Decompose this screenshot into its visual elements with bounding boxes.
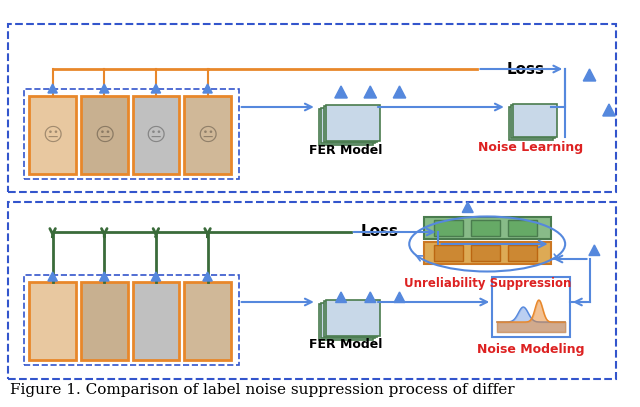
FancyBboxPatch shape [513, 104, 557, 137]
Polygon shape [364, 86, 376, 98]
FancyBboxPatch shape [321, 107, 375, 143]
FancyBboxPatch shape [324, 301, 378, 337]
FancyBboxPatch shape [184, 282, 231, 360]
Polygon shape [365, 292, 376, 302]
Text: 😐: 😐 [146, 125, 166, 144]
FancyBboxPatch shape [324, 106, 378, 142]
FancyBboxPatch shape [492, 277, 570, 337]
Polygon shape [335, 86, 348, 98]
FancyBboxPatch shape [326, 105, 380, 141]
Text: Loss: Loss [360, 225, 399, 239]
Polygon shape [583, 69, 596, 81]
FancyBboxPatch shape [470, 220, 500, 236]
Text: Unreliability Suppression: Unreliability Suppression [403, 278, 571, 291]
FancyBboxPatch shape [434, 220, 463, 236]
Polygon shape [48, 272, 58, 281]
Text: 😐: 😐 [42, 125, 63, 144]
Text: Loss: Loss [507, 61, 545, 77]
FancyBboxPatch shape [184, 96, 231, 174]
Polygon shape [462, 202, 473, 212]
FancyBboxPatch shape [321, 302, 375, 338]
Polygon shape [203, 84, 212, 93]
FancyBboxPatch shape [508, 220, 537, 236]
FancyBboxPatch shape [326, 300, 380, 336]
Text: Noise Modeling: Noise Modeling [477, 343, 585, 355]
FancyBboxPatch shape [319, 304, 372, 339]
FancyBboxPatch shape [470, 245, 500, 261]
Polygon shape [151, 84, 161, 93]
Polygon shape [100, 272, 109, 281]
Polygon shape [394, 292, 405, 302]
Text: FER Model: FER Model [309, 339, 383, 352]
Text: Figure 1. Comparison of label noise suppression process of differ: Figure 1. Comparison of label noise supp… [10, 383, 515, 397]
Polygon shape [603, 104, 615, 116]
Text: FER Model: FER Model [309, 144, 383, 157]
FancyBboxPatch shape [509, 107, 553, 140]
Text: 😐: 😐 [197, 125, 218, 144]
FancyBboxPatch shape [511, 105, 555, 138]
Polygon shape [335, 292, 346, 302]
FancyBboxPatch shape [508, 245, 537, 261]
Text: 😐: 😐 [94, 125, 115, 144]
Polygon shape [48, 84, 58, 93]
Polygon shape [203, 272, 212, 281]
FancyBboxPatch shape [424, 242, 550, 264]
FancyBboxPatch shape [81, 96, 127, 174]
FancyBboxPatch shape [132, 282, 179, 360]
FancyBboxPatch shape [319, 109, 372, 144]
Polygon shape [589, 245, 600, 256]
FancyBboxPatch shape [81, 282, 127, 360]
Text: Noise Learning: Noise Learning [479, 140, 584, 153]
Polygon shape [151, 272, 161, 281]
FancyBboxPatch shape [132, 96, 179, 174]
FancyBboxPatch shape [29, 282, 76, 360]
Polygon shape [393, 86, 406, 98]
FancyBboxPatch shape [29, 96, 76, 174]
Polygon shape [100, 84, 109, 93]
FancyBboxPatch shape [434, 245, 463, 261]
FancyBboxPatch shape [424, 217, 550, 239]
